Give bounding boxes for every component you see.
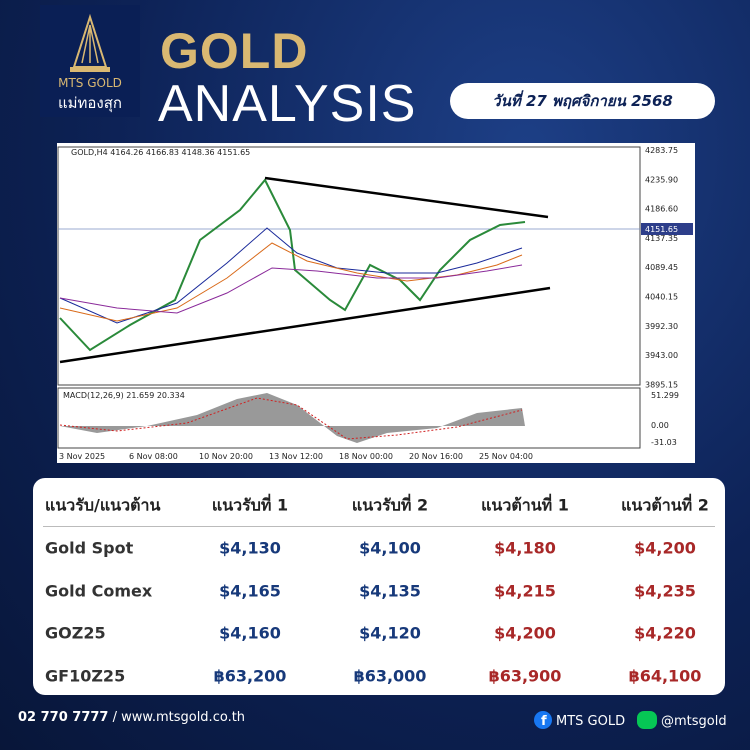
table-cell: ฿63,900 (488, 666, 562, 685)
table-cell: $4,200 (494, 623, 556, 643)
table-cell: ฿63,000 (353, 666, 427, 685)
socials: f MTS GOLD @mtsgold (534, 711, 727, 729)
line-id: @mtsgold (661, 714, 727, 729)
trendline (59, 286, 551, 364)
table-cell: $4,180 (494, 538, 556, 558)
macd-histogram (60, 393, 525, 443)
phone: 02 770 7777 (18, 710, 109, 725)
table-cell: แนวรับที่ 1 (211, 495, 289, 515)
table-cell: ฿63,200 (213, 666, 287, 685)
price-tick: 3943.00 (645, 351, 678, 360)
logo-icon (81, 24, 99, 64)
table-cell: ฿64,100 (628, 666, 702, 685)
logo-brand: MTS GOLD (58, 76, 122, 90)
table-cell: GOZ25 (45, 623, 106, 643)
macd-frame (57, 387, 641, 449)
price-line (59, 178, 526, 352)
price-chart: GOLD,H4 4164.26 4166.83 4148.36 4151.65 … (57, 143, 695, 463)
price-tick: 4040.15 (645, 293, 678, 302)
table-cell: แนวต้านที่ 1 (481, 495, 569, 515)
chart-bg (57, 143, 695, 463)
table-cell: แนวรับที่ 2 (351, 495, 429, 515)
macd-tick: 51.299 (651, 391, 679, 400)
symbol-info: GOLD,H4 4164.26 4166.83 4148.36 4151.65 (71, 148, 250, 157)
table-cell: $4,165 (219, 581, 281, 600)
table-cell: $4,220 (634, 623, 696, 643)
macd-signal (59, 397, 523, 440)
levels-table: แนวรับ/แนวต้าน แนวรับที่ 1 แนวรับที่ 2 แนวต… (33, 478, 725, 695)
title: ANALYSIS (158, 75, 417, 133)
date-tick: 3 Nov 2025 (59, 452, 105, 461)
date-tick: 10 Nov 20:00 (199, 452, 253, 461)
date-tick: 25 Nov 04:00 (479, 452, 533, 461)
facebook-icon (534, 711, 552, 729)
price-tick: 4137.35 (645, 234, 678, 243)
table-cell: $4,160 (219, 623, 281, 643)
price-tick: 4283.75 (645, 146, 678, 155)
price-tick: 4235.90 (645, 175, 678, 184)
date-tick: 20 Nov 16:00 (409, 452, 463, 461)
table-cell: Gold Spot (45, 538, 134, 558)
date-tick: 6 Nov 08:00 (129, 452, 178, 461)
logo: MTS GOLD แม่ทองสุก (40, 5, 140, 117)
macd-label: MACD(12,26,9) 21.659 20.334 (63, 391, 185, 400)
macd-tick: -31.03 (651, 438, 677, 447)
moving-average (59, 242, 523, 322)
website: / www.mtsgold.co.th (112, 710, 246, 725)
price-tick: 3895.15 (645, 380, 678, 389)
table-cell: Gold Comex (45, 581, 153, 600)
date-tick: 18 Nov 00:00 (339, 452, 393, 461)
plot-frame (57, 146, 641, 386)
date-pill: วันที่ 27 พฤศจิกายน 2568 (450, 83, 715, 119)
date-tick: 13 Nov 12:00 (269, 452, 323, 461)
moving-average (59, 227, 523, 324)
table-cell: GF10Z25 (45, 666, 126, 685)
current-price: 4151.65 (645, 225, 678, 234)
facebook-icon: f (541, 714, 547, 729)
footer: 02 770 7777 / www.mtsgold.co.th (18, 710, 245, 725)
table-cell: $4,235 (634, 581, 696, 600)
price-tick: 4186.60 (645, 205, 678, 214)
macd-tick: 0.00 (651, 421, 669, 430)
logo-thai: แม่ทองสุก (58, 94, 122, 113)
logo-icon (70, 67, 110, 72)
table-cell: $4,200 (634, 538, 696, 558)
table-cell: $4,100 (359, 538, 421, 558)
table-cell: $4,215 (494, 581, 556, 600)
table-cell: $4,120 (359, 623, 421, 643)
title: GOLD (160, 23, 309, 79)
table-cell: แนวต้านที่ 2 (621, 495, 709, 515)
facebook-name: MTS GOLD (556, 714, 625, 729)
table-cell: $4,135 (359, 581, 421, 600)
trendline (264, 176, 549, 219)
price-tick: 3992.30 (645, 322, 678, 331)
table-cell: แนวรับ/แนวต้าน (45, 495, 161, 515)
line-icon (637, 711, 657, 729)
header-rule (43, 526, 715, 527)
price-tick: 4089.45 (645, 263, 678, 272)
moving-average (59, 264, 523, 314)
price-box (641, 223, 693, 235)
table-cell: $4,130 (219, 538, 281, 558)
